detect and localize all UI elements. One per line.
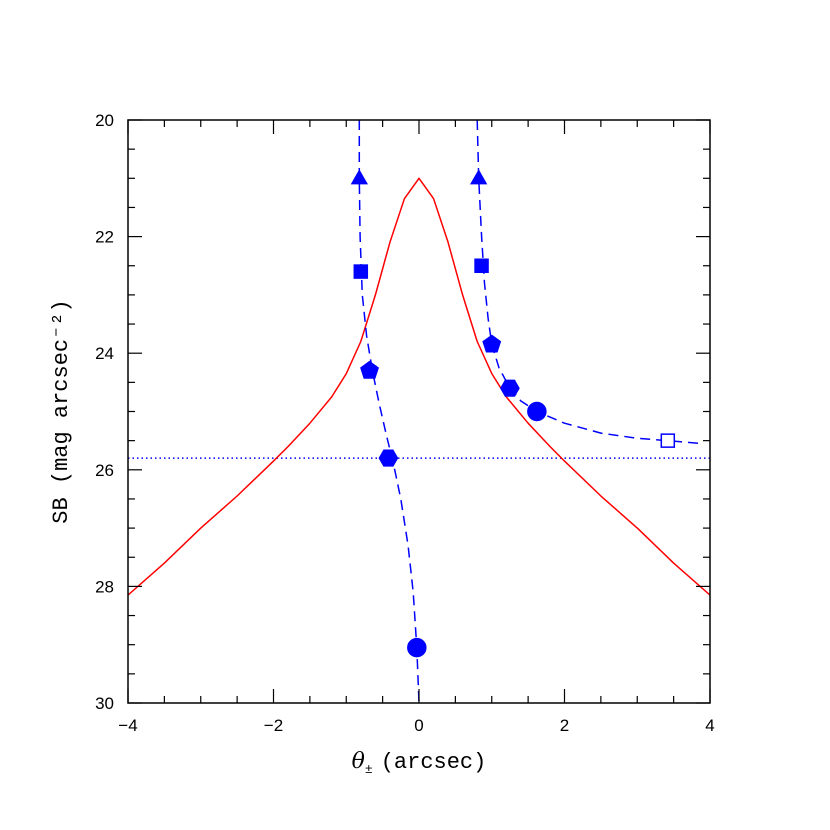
image-track-1 [358, 120, 420, 703]
y-tick-label: 26 [95, 461, 114, 480]
y-tick-label: 20 [95, 111, 114, 130]
x-tick-label: −2 [264, 716, 283, 735]
triangle-marker [470, 169, 488, 185]
circle-marker [407, 637, 427, 658]
y-tick-label: 22 [95, 228, 114, 247]
x-axis-subscript: ± [365, 762, 373, 777]
x-tick-label: 2 [560, 716, 569, 735]
x-tick-label: 0 [414, 716, 423, 735]
triangle-marker [350, 169, 368, 185]
y-tick-label: 30 [95, 694, 114, 713]
x-axis-unit: (arcsec) [381, 750, 487, 775]
square-marker [353, 264, 369, 279]
square-marker [474, 258, 489, 273]
pentagon-marker [482, 334, 502, 353]
x-tick-label: −4 [118, 716, 137, 735]
x-tick-label: 4 [705, 716, 714, 735]
open-square-marker [660, 433, 676, 448]
hexagon-marker [378, 449, 399, 467]
x-axis-symbol: θ [352, 749, 365, 774]
y-axis-label: SB (mag arcsec⁻²) [49, 299, 74, 523]
circle-marker [527, 401, 547, 422]
pentagon-marker [360, 360, 379, 379]
surface-brightness-curve [128, 177, 710, 596]
hexagon-marker [500, 379, 520, 397]
y-tick-label: 24 [95, 344, 114, 363]
x-axis-label: θ± (arcsec) [352, 749, 487, 777]
y-tick-label: 28 [95, 577, 114, 596]
plot-frame [127, 119, 711, 704]
